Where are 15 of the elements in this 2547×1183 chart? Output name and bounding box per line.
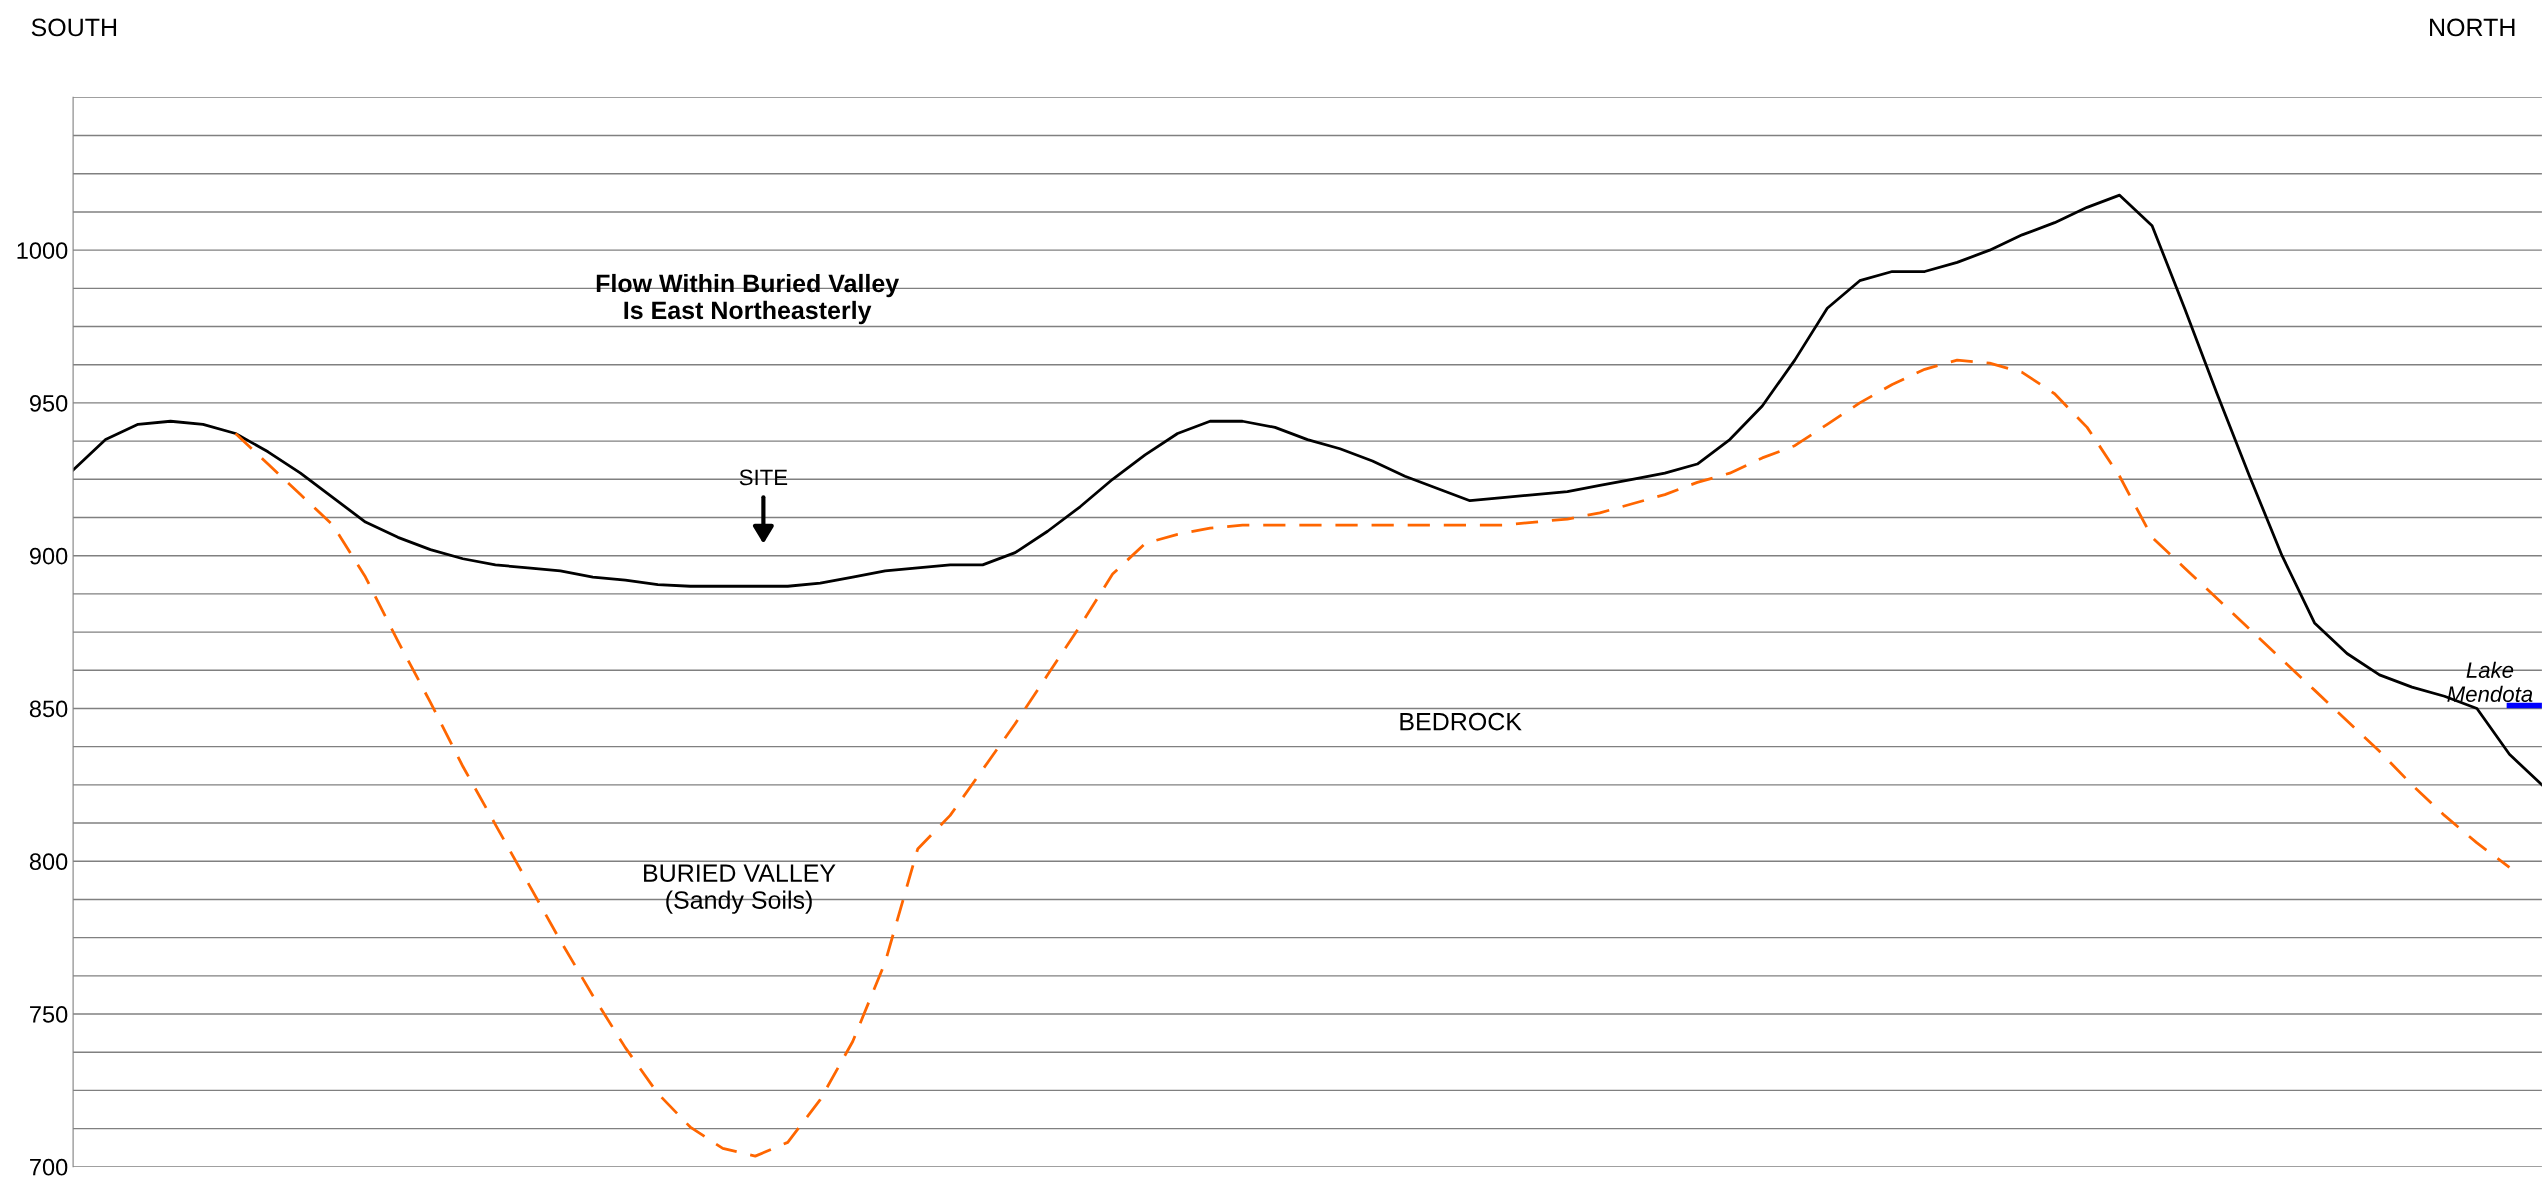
y-tick-label: 750 (30, 1006, 68, 1023)
y-tick-label: 700 (30, 1158, 68, 1176)
annotation: BEDROCK (1400, 712, 1522, 731)
text: SOUTH (31, 18, 117, 37)
y-tick-label: 900 (29, 547, 68, 565)
y-tick-label: 1000 (17, 242, 68, 259)
annotation: BURIED VALLEY (Sandy Soils) (644, 864, 836, 914)
y-tick-label: 850 (29, 700, 68, 718)
text: NORTH (2430, 18, 2515, 37)
y-tick-label: 800 (29, 853, 68, 871)
annotation: Flow Within Buried Valley Is East Northeasterly (596, 273, 900, 325)
annotation: SITE (739, 469, 788, 486)
y-tick-label: 950 (29, 394, 68, 412)
annotation: Lake Mendota (2447, 661, 2533, 702)
line-series (73, 193, 2542, 787)
